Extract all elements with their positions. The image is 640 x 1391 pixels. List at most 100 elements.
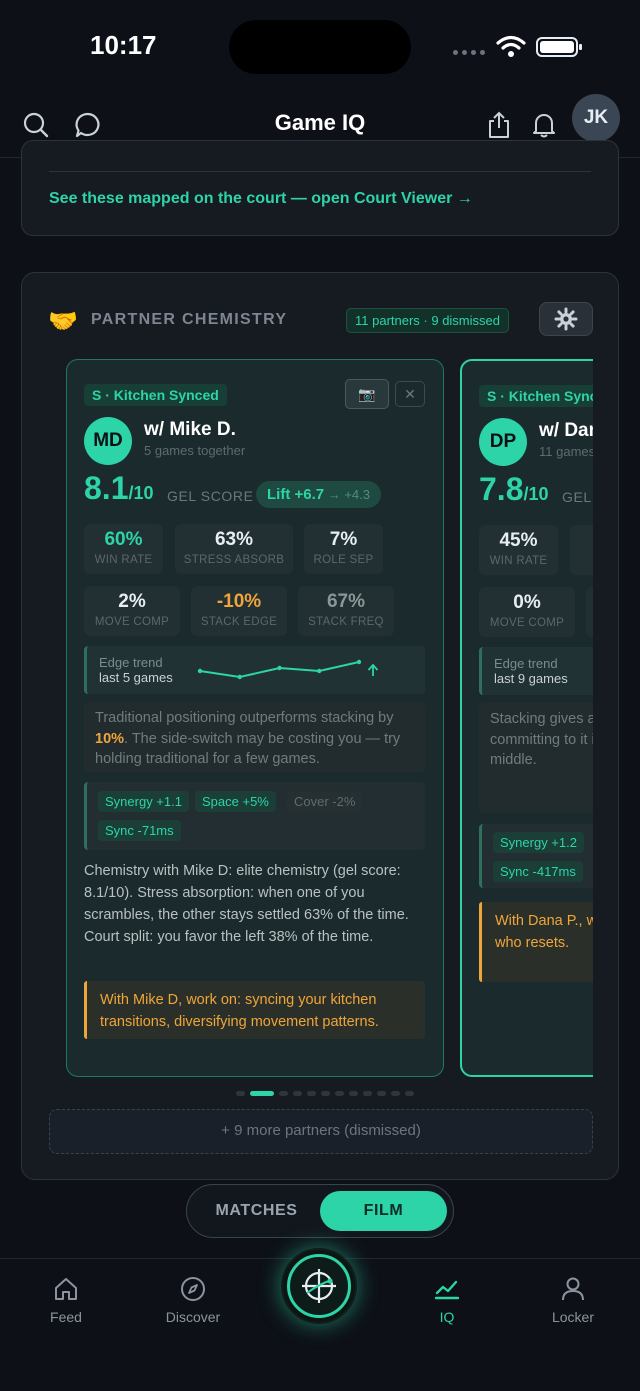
- section-title: PARTNER CHEMISTRY: [91, 311, 288, 328]
- gel-score: 7.8/10: [479, 471, 549, 507]
- work-on-callout: With Mike D, work on: syncing your kitch…: [84, 981, 425, 1039]
- tag-space: Space +5%: [195, 791, 276, 812]
- edge-trend: Edge trend last 5 games: [84, 646, 425, 694]
- search-icon[interactable]: [21, 110, 51, 140]
- dismiss-button[interactable]: ✕: [395, 381, 425, 407]
- matches-tab[interactable]: MATCHES: [215, 1202, 298, 1219]
- trend-point: [277, 665, 282, 671]
- trend-title: Edge trend: [99, 655, 163, 670]
- stat-stress-absorb: 63% STRESS ABSORB: [175, 524, 293, 574]
- tab-iq[interactable]: IQ: [397, 1273, 497, 1325]
- trend-subtitle: last 5 games: [99, 670, 173, 685]
- tab-label: Locker: [551, 1309, 595, 1325]
- tier-badge: S · Kitchen Synced: [479, 385, 593, 407]
- tab-feed[interactable]: Feed: [16, 1273, 116, 1325]
- pagination-dot[interactable]: [377, 1091, 386, 1096]
- edge-trend: Edge trend last 9 games: [479, 647, 593, 695]
- top-nav-bar: Game IQ JK: [0, 92, 640, 158]
- pagination-dot[interactable]: [349, 1091, 358, 1096]
- dynamic-island: [229, 20, 411, 74]
- court-viewer-card: See these mapped on the court — open Cou…: [21, 140, 619, 236]
- partner-name: w/ Mike D.: [144, 419, 236, 440]
- gear-icon: [554, 307, 578, 331]
- pagination-dot[interactable]: [335, 1091, 344, 1096]
- stat-move-comp: 0% MOVE COMP: [479, 587, 575, 637]
- status-time: 10:17: [90, 30, 157, 60]
- pagination-dot[interactable]: [307, 1091, 316, 1096]
- tag-cover: Cover -2%: [287, 791, 363, 812]
- insight-text: Traditional positioning outperforms stac…: [84, 702, 425, 772]
- pagination-dot[interactable]: [236, 1091, 245, 1096]
- trend-point: [317, 668, 322, 674]
- trend-title: Edge trend: [494, 656, 558, 671]
- trend-point: [197, 668, 203, 674]
- partner-card[interactable]: S · Kitchen Synced DP w/ Dana P. 11 game…: [460, 359, 593, 1077]
- crosshair-ball-icon: [302, 1269, 336, 1303]
- chart-line-icon: [434, 1280, 460, 1300]
- wifi-icon: [496, 35, 526, 57]
- trend-subtitle: last 9 games: [494, 671, 568, 686]
- chemistry-tags: Synergy +1.1 Space +5% Cover -2% Sync -7…: [84, 782, 425, 850]
- profile-avatar[interactable]: JK: [572, 94, 620, 142]
- partner-avatar: DP: [479, 418, 527, 466]
- handshake-icon: 🤝: [48, 308, 78, 335]
- carousel-pagination[interactable]: [236, 1091, 414, 1096]
- gel-score: 8.1/10: [84, 470, 154, 506]
- gel-score-label: GEL SCORE: [562, 489, 593, 505]
- status-bar: 10:17: [0, 0, 640, 92]
- stat-stress-absorb: [570, 525, 593, 575]
- chat-icon[interactable]: [73, 110, 103, 140]
- pagination-dot[interactable]: [391, 1091, 400, 1096]
- games-together: 5 games together: [144, 443, 246, 458]
- work-on-callout: With Dana P., work on: movement patterns…: [479, 902, 593, 982]
- pagination-dot[interactable]: [293, 1091, 302, 1096]
- partner-avatar: MD: [84, 417, 132, 465]
- pagination-dot[interactable]: [321, 1091, 330, 1096]
- pagination-dot[interactable]: [279, 1091, 288, 1096]
- trend-sparkline: [197, 659, 379, 680]
- stat-stack-edge: -10% STACK EDGE: [191, 586, 287, 636]
- partner-carousel[interactable]: S · Kitchen Synced 📷 ✕ MD w/ Mike D. 5 g…: [64, 359, 593, 1079]
- settings-button[interactable]: [539, 302, 593, 336]
- partner-count-badge: 11 partners · 9 dismissed: [346, 308, 509, 333]
- stat-role-sep: 7% ROLE SEP: [304, 524, 383, 574]
- share-icon[interactable]: [484, 110, 514, 140]
- bell-icon[interactable]: [529, 110, 559, 140]
- matches-film-toggle: MATCHES FILM: [186, 1184, 454, 1238]
- more-partners-button[interactable]: + 9 more partners (dismissed): [49, 1109, 593, 1154]
- stat-stack-freq: 67% STACK FREQ: [298, 586, 394, 636]
- tab-locker[interactable]: Locker: [523, 1273, 623, 1325]
- stat-move-comp: 2% MOVE COMP: [84, 586, 180, 636]
- signal-icon: [453, 50, 485, 55]
- stat-win-rate: 60% WIN RATE: [84, 524, 163, 574]
- chemistry-tags: Synergy +1.2 Sync -417ms: [479, 824, 593, 888]
- record-button[interactable]: [281, 1248, 357, 1324]
- tab-discover[interactable]: Discover: [143, 1273, 243, 1325]
- person-icon: [562, 1277, 584, 1301]
- partner-card[interactable]: S · Kitchen Synced 📷 ✕ MD w/ Mike D. 5 g…: [66, 359, 444, 1077]
- pagination-dot[interactable]: [250, 1091, 274, 1096]
- insight-text: Stacking gives a rally win-rate edge — c…: [479, 703, 593, 813]
- pagination-dot[interactable]: [363, 1091, 372, 1096]
- court-viewer-link[interactable]: See these mapped on the court — open Cou…: [49, 190, 473, 207]
- tag-synergy: Synergy +1.2: [493, 832, 584, 853]
- compass-icon: [181, 1277, 205, 1301]
- stat-win-rate: 45% WIN RATE: [479, 525, 558, 575]
- tab-label: Discover: [165, 1309, 221, 1325]
- camera-button[interactable]: 📷: [345, 379, 389, 409]
- trend-up-arrow-icon: [367, 663, 379, 676]
- stat-stack-edge: [586, 587, 593, 637]
- partner-chemistry-card: 🤝 PARTNER CHEMISTRY 11 partners · 9 dism…: [21, 272, 619, 1180]
- pagination-dot[interactable]: [405, 1091, 414, 1096]
- tab-label: IQ: [439, 1309, 455, 1325]
- film-tab[interactable]: FILM: [320, 1191, 447, 1231]
- page-title: Game IQ: [274, 110, 366, 135]
- tag-sync: Sync -417ms: [493, 861, 583, 882]
- gel-score-label: GEL SCORE: [167, 488, 254, 504]
- partner-name: w/ Dana P.: [539, 420, 593, 441]
- tab-label: Feed: [50, 1309, 82, 1325]
- close-icon: ✕: [404, 385, 416, 402]
- camera-icon: 📷: [358, 385, 376, 402]
- games-together: 11 games together: [539, 444, 593, 459]
- battery-icon: [536, 37, 582, 57]
